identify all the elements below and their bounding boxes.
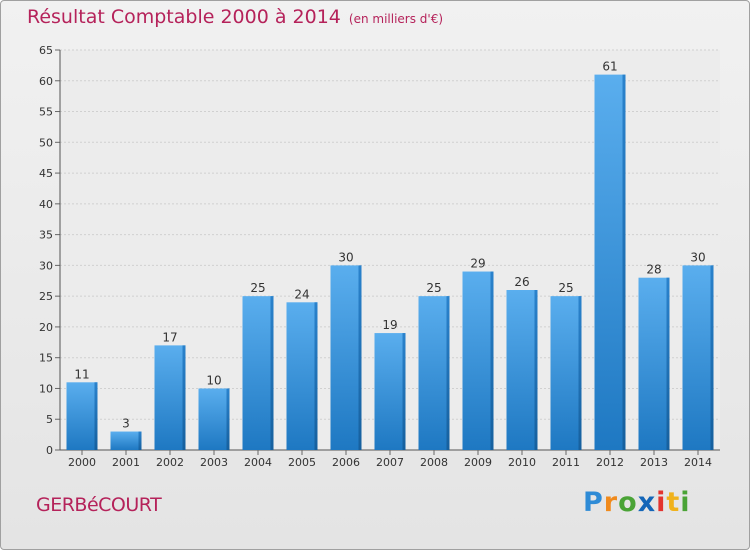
y-tick-label: 60 xyxy=(39,75,53,88)
y-tick-label: 5 xyxy=(46,413,53,426)
bar-shade xyxy=(578,296,582,450)
bar xyxy=(198,388,230,450)
bar xyxy=(506,290,538,450)
data-label: 26 xyxy=(514,275,529,289)
x-tick-label: 2009 xyxy=(464,456,492,469)
proxiti-logo: Proxiti xyxy=(583,487,691,518)
y-tick-label: 30 xyxy=(39,259,53,272)
y-tick-label: 10 xyxy=(39,382,53,395)
bar xyxy=(682,265,714,450)
bar-shade xyxy=(270,296,274,450)
x-tick-label: 2003 xyxy=(200,456,228,469)
bar-shade xyxy=(94,382,98,450)
data-label: 3 xyxy=(122,417,130,431)
commune-name: GERBéCOURT xyxy=(36,494,162,516)
y-tick-label: 35 xyxy=(39,229,53,242)
bar-shade xyxy=(490,271,494,450)
data-label: 10 xyxy=(206,373,221,387)
x-tick-label: 2004 xyxy=(244,456,272,469)
y-tick-label: 50 xyxy=(39,136,53,149)
bar-shade xyxy=(446,296,450,450)
bar xyxy=(374,333,406,450)
x-tick-label: 2002 xyxy=(156,456,184,469)
chart-title: Résultat Comptable 2000 à 2014 (en millie… xyxy=(27,6,443,28)
y-tick-label: 65 xyxy=(39,44,53,57)
data-label: 11 xyxy=(74,367,89,381)
data-label: 61 xyxy=(602,60,617,74)
x-tick-label: 2010 xyxy=(508,456,536,469)
logo-letter: t xyxy=(666,487,681,518)
bar-shade xyxy=(710,265,714,450)
y-tick-label: 0 xyxy=(46,444,53,457)
data-label: 28 xyxy=(646,263,661,277)
x-tick-label: 2008 xyxy=(420,456,448,469)
data-label: 25 xyxy=(558,281,573,295)
logo-letter: o xyxy=(618,487,638,518)
logo-letter: P xyxy=(583,487,604,518)
bar xyxy=(594,74,626,450)
bar-shade xyxy=(226,388,230,450)
x-tick-label: 2001 xyxy=(112,456,140,469)
y-tick-label: 45 xyxy=(39,167,53,180)
x-tick-label: 2007 xyxy=(376,456,404,469)
bar xyxy=(286,302,318,450)
bar-shade xyxy=(138,431,142,450)
x-tick-label: 2005 xyxy=(288,456,316,469)
bar-shade xyxy=(534,290,538,450)
x-tick-label: 2000 xyxy=(68,456,96,469)
bar-shade xyxy=(182,345,186,450)
data-label: 30 xyxy=(338,250,353,264)
bar-shade xyxy=(358,265,362,450)
data-label: 17 xyxy=(162,330,177,344)
logo-letter: r xyxy=(603,487,619,518)
title-text: Résultat Comptable 2000 à 2014 xyxy=(27,6,341,28)
bar-shade xyxy=(314,302,318,450)
data-label: 25 xyxy=(426,281,441,295)
data-label: 19 xyxy=(382,318,397,332)
x-tick-label: 2006 xyxy=(332,456,360,469)
data-label: 29 xyxy=(470,257,485,271)
logo-letter: i xyxy=(656,487,667,518)
bar xyxy=(154,345,186,450)
bar xyxy=(638,277,670,450)
y-tick-label: 55 xyxy=(39,106,53,119)
y-tick-label: 25 xyxy=(39,290,53,303)
bar xyxy=(418,296,450,450)
x-tick-label: 2014 xyxy=(684,456,712,469)
data-label: 25 xyxy=(250,281,265,295)
x-tick-label: 2013 xyxy=(640,456,668,469)
y-tick-label: 20 xyxy=(39,321,53,334)
y-tick-label: 15 xyxy=(39,352,53,365)
logo-letter: x xyxy=(637,487,657,518)
bar-shade xyxy=(622,74,626,450)
title-unit: (en milliers d'€) xyxy=(348,12,444,26)
bar-shade xyxy=(666,277,670,450)
x-tick-label: 2012 xyxy=(596,456,624,469)
y-tick-label: 40 xyxy=(39,198,53,211)
bar xyxy=(550,296,582,450)
bar xyxy=(66,382,98,450)
x-tick-label: 2011 xyxy=(552,456,580,469)
bar xyxy=(242,296,274,450)
data-label: 30 xyxy=(690,250,705,264)
logo-letter: i xyxy=(680,487,691,518)
bar xyxy=(462,271,494,450)
bar xyxy=(110,431,142,450)
data-label: 24 xyxy=(294,287,309,301)
bar-shade xyxy=(402,333,406,450)
bar xyxy=(330,265,362,450)
